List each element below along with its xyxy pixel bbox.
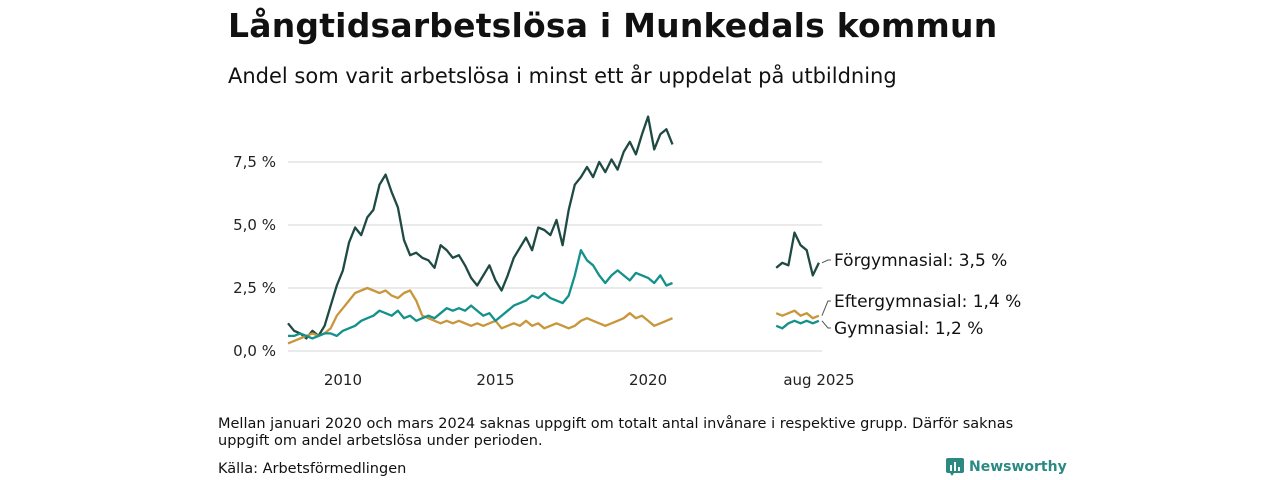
x-tick-label: 2020 [629,371,667,389]
x-tick-label: 2010 [324,371,362,389]
series-line-gymnasial [288,249,673,340]
bar-chart-icon [946,458,964,476]
y-axis-ticks: 0,0 % 2,5 % 5,0 % 7,5 % [233,153,276,360]
y-tick-label: 5,0 % [233,216,276,234]
grid-lines [288,161,822,352]
end-label-gymnasial: Gymnasial: 1,2 % [834,319,983,339]
series-end-labels: Förgymnasial: 3,5 % Eftergymnasial: 1,4 %… [821,251,1021,339]
newsworthy-logo: Newsworthy [946,458,1067,476]
series-line-gymnasial-recent [775,319,820,330]
end-label-eftergymnasial: Eftergymnasial: 1,4 % [834,292,1021,312]
x-tick-label: aug 2025 [783,371,854,389]
chart-title: Långtidsarbetslösa i Munkedals kommun [228,6,998,45]
leader-line-eftergymnasial [821,300,831,316]
y-tick-label: 0,0 % [233,342,276,360]
leader-line-gymnasial [821,320,831,329]
footnote: Mellan januari 2020 och mars 2024 saknas… [218,416,1014,449]
x-tick-label: 2015 [476,371,514,389]
series-line-eftergymnasial [287,286,673,345]
chart-subtitle: Andel som varit arbetslösa i minst ett å… [228,64,897,88]
series-line-eftergymnasial-recent [775,309,820,320]
line-chart: 0,0 % 2,5 % 5,0 % 7,5 % 2010 2015 2020 aug 202… [233,115,1021,389]
end-label-f-rgymnasial: Förgymnasial: 3,5 % [834,251,1007,271]
series-line-f-rgymnasial-recent [775,231,820,277]
x-axis-ticks: 2010 2015 2020 aug 2025 [324,371,855,389]
series-line-f-rgymnasial [287,115,674,340]
logo-text: Newsworthy [969,459,1067,475]
source-text: Källa: Arbetsförmedlingen [218,461,407,477]
leader-line-f-rgymnasial [821,259,831,264]
y-tick-label: 7,5 % [233,153,276,171]
series-lines [287,115,820,345]
y-tick-label: 2,5 % [233,279,276,297]
